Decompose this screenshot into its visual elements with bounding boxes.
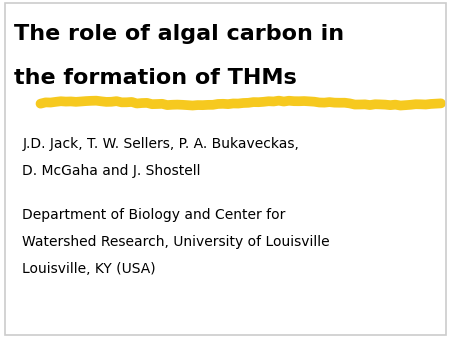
Text: Watershed Research, University of Louisville: Watershed Research, University of Louisv… [22,235,330,249]
Text: The role of algal carbon in: The role of algal carbon in [14,24,344,44]
Text: the formation of THMs: the formation of THMs [14,68,296,88]
Text: J.D. Jack, T. W. Sellers, P. A. Bukaveckas,: J.D. Jack, T. W. Sellers, P. A. Bukaveck… [22,137,299,151]
Text: Louisville, KY (USA): Louisville, KY (USA) [22,262,156,276]
Text: Department of Biology and Center for: Department of Biology and Center for [22,208,286,222]
Text: D. McGaha and J. Shostell: D. McGaha and J. Shostell [22,164,201,178]
